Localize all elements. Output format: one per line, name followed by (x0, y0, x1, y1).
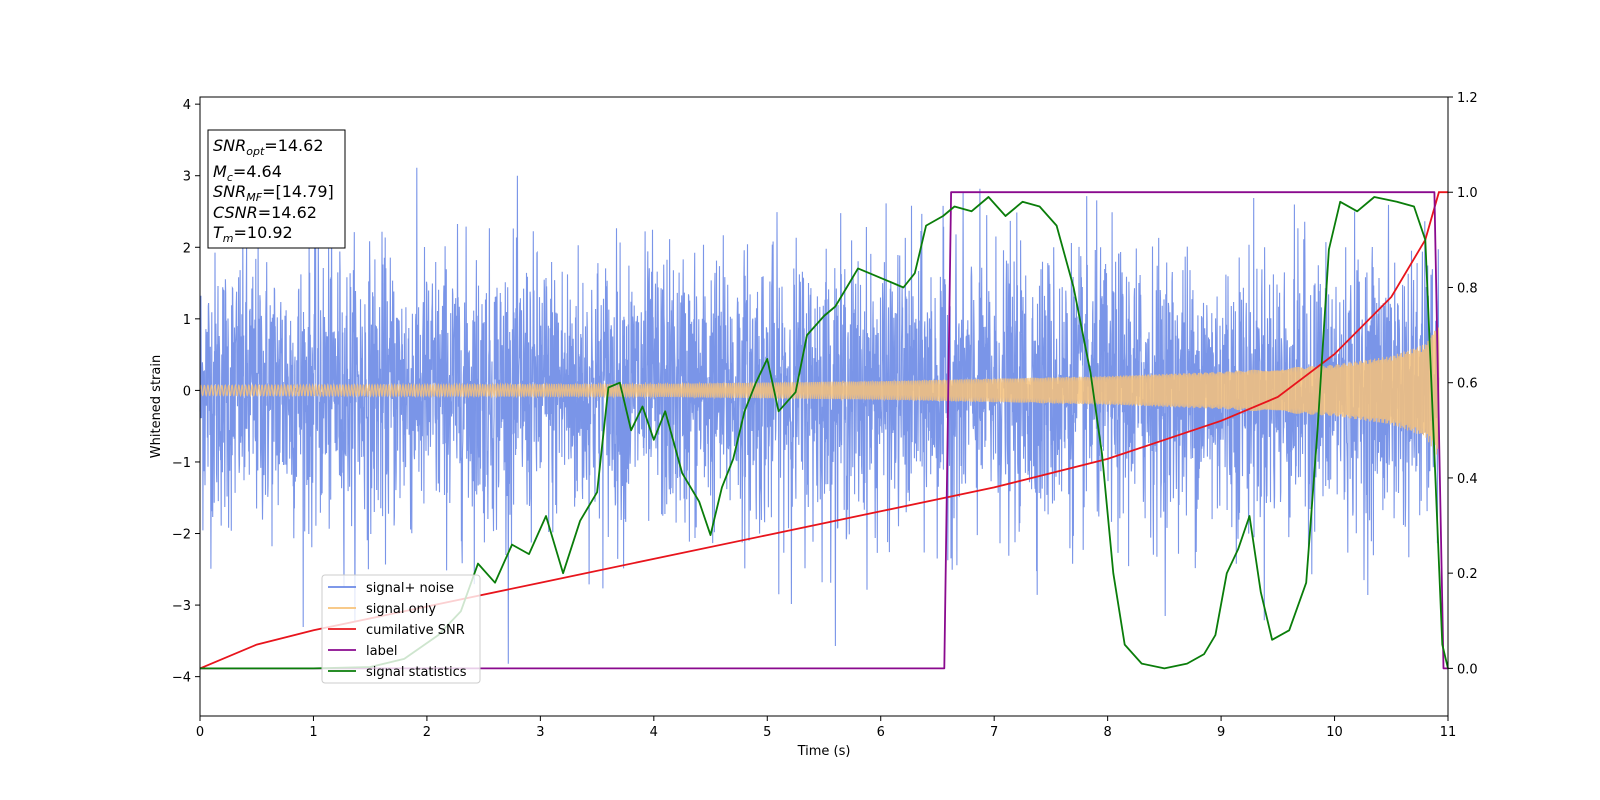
y-right-tick-label: 0.6 (1457, 377, 1478, 392)
legend: signal+ noise signal only cumilative SNR la… (321, 574, 481, 684)
y-right-tick-label: 0.8 (1457, 281, 1478, 296)
y-left-tick-label: 1 (183, 313, 191, 328)
x-tick-label: 1 (309, 725, 317, 740)
y-right-tick-label: 0.0 (1457, 662, 1478, 677)
info-tm-symbol: T (213, 223, 224, 242)
info-tm-value: =10.92 (234, 223, 293, 242)
info-snr-opt-symbol: SNR (213, 136, 246, 155)
info-box: SNRopt=14.62 Mc=4.64 SNRMF=[14.79] CSNR=… (207, 129, 346, 249)
legend-entry: signal statistics (328, 665, 467, 680)
y-left-tick-label: 0 (183, 384, 191, 399)
info-tm: Tm=10.92 (213, 223, 293, 245)
x-tick-label: 5 (763, 725, 771, 740)
info-snr-mf: SNRMF=[14.79] (213, 182, 334, 204)
y-left-tick-label: −4 (172, 671, 191, 686)
info-mc-symbol: M (213, 162, 227, 181)
y-left-tick-label: 4 (183, 98, 191, 113)
series-label (200, 191, 1448, 670)
x-tick-label: 2 (423, 725, 431, 740)
x-tick-label: 8 (1103, 725, 1111, 740)
info-snr-opt-subscript: opt (246, 145, 265, 158)
y-axis-label: Whitened strain (149, 355, 164, 458)
legend-label: cumilative SNR (366, 623, 465, 638)
legend-entry: cumilative SNR (328, 623, 465, 638)
x-tick-label: 0 (196, 725, 204, 740)
info-snr-mf-subscript: MF (246, 191, 262, 204)
series-signal-statistics (200, 196, 1449, 670)
y-right-tick-label: 1.0 (1457, 186, 1478, 201)
y-right-tick-label: 0.2 (1457, 567, 1478, 582)
legend-label: label (366, 644, 397, 659)
info-snr-opt: SNRopt=14.62 (213, 136, 324, 158)
info-mc-subscript: c (227, 171, 233, 184)
info-snr-opt-value: =14.62 (264, 136, 323, 155)
info-csnr-value: =14.62 (258, 203, 317, 222)
y-left-tick-label: −3 (172, 599, 191, 614)
series-signal-only (199, 326, 1440, 455)
x-tick-label: 10 (1326, 725, 1343, 740)
legend-entry: label (328, 644, 397, 659)
legend-label: signal+ noise (366, 581, 454, 596)
legend-entry: signal only (328, 602, 436, 617)
y-left-tick-label: −2 (172, 528, 191, 543)
legend-entry: signal+ noise (328, 581, 454, 596)
legend-label: signal statistics (366, 665, 467, 680)
y-right-tick-label: 1.2 (1457, 91, 1478, 106)
x-tick-label: 4 (650, 725, 658, 740)
legend-label: signal only (366, 602, 436, 617)
info-mc-value: =4.64 (233, 162, 282, 181)
y-left-tick-label: −1 (172, 456, 191, 471)
x-tick-label: 11 (1440, 725, 1457, 740)
plot-frame (199, 96, 1449, 717)
y-left-tick-label: 3 (183, 170, 191, 185)
x-axis-label: Time (s) (797, 744, 851, 759)
x-tick-label: 6 (877, 725, 885, 740)
legend-frame (321, 574, 481, 684)
ticks-layer: 0 1 2 3 4 5 6 7 8 9 10 11 −4 −3 −2 −1 0 1 2 3 4 0.0 0.2 0.4 0.6 0… (172, 91, 1478, 740)
x-tick-label: 3 (536, 725, 544, 740)
info-snr-mf-value: =[14.79] (262, 182, 334, 201)
info-box-frame (207, 129, 346, 249)
info-mc: Mc=4.64 (213, 162, 282, 184)
y-right-tick-label: 0.4 (1457, 472, 1478, 487)
info-csnr: CSNR=14.62 (213, 203, 317, 222)
info-csnr-symbol: CSNR (213, 203, 258, 222)
info-tm-subscript: m (223, 232, 234, 245)
x-tick-label: 7 (990, 725, 998, 740)
y-left-tick-label: 2 (183, 241, 191, 256)
info-snr-mf-symbol: SNR (213, 182, 246, 201)
x-tick-label: 9 (1217, 725, 1225, 740)
